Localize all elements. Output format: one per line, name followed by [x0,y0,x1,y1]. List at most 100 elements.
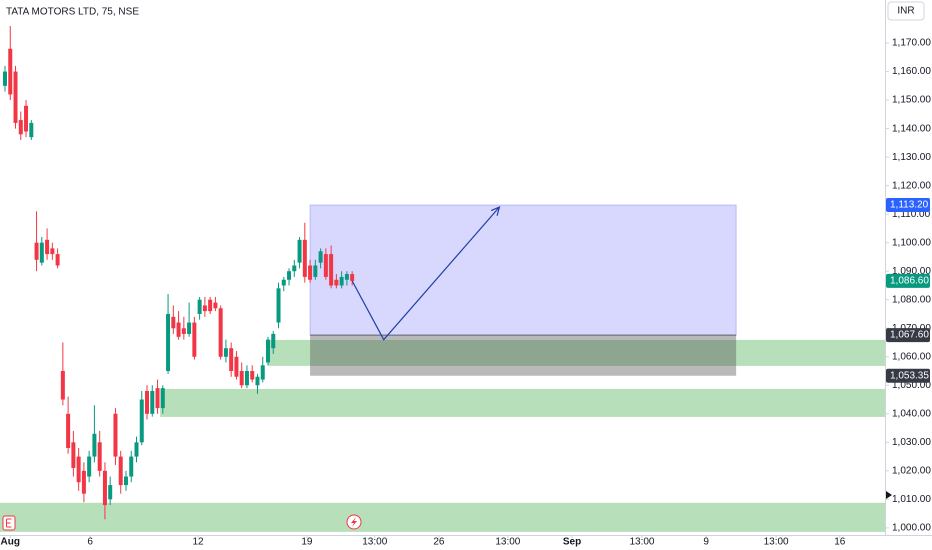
price-label-bg [886,368,930,383]
candle-body [318,251,323,263]
candle-body [292,265,297,272]
y-tick-label: 1,050.00 [892,380,931,391]
x-tick-label: 12 [192,537,204,548]
y-tick-label: 1,010.00 [892,494,931,505]
currency-button[interactable] [887,1,925,21]
candle-body [76,456,81,483]
candle-body [208,299,213,312]
candle-body [239,371,244,386]
candle-body [265,339,270,363]
candle-body [287,271,292,280]
candle-body [108,485,113,500]
candle-body [218,308,223,357]
candle-body [87,456,92,477]
candle-body [50,248,55,255]
candle-body [102,470,107,506]
candle-body [155,388,160,409]
candle-body [8,48,13,95]
price-label-bg [886,328,930,343]
candle-body [34,242,39,260]
y-tick-label: 1,150.00 [892,95,931,106]
x-tick-label: 13:00 [495,537,520,548]
support-zone [160,388,885,417]
candle-body [192,322,197,357]
y-tick-label: 1,130.00 [892,152,931,163]
y-tick-label: 1,060.00 [892,351,931,362]
candle-body [113,413,118,457]
candle-body [271,333,276,349]
x-tick-label: Aug [1,537,20,548]
candle-body [134,442,139,457]
x-tick-label: 6 [87,537,93,548]
x-tick-label: 19 [301,537,313,548]
candle-body [171,316,176,329]
candle-body [81,470,86,494]
candle-body [260,365,265,380]
candle-body [123,476,128,486]
candle-body [181,328,186,334]
candle-body [350,274,355,281]
candle-body [118,456,123,486]
candle-body [18,120,23,135]
candle-body [281,279,286,286]
candle-body [71,442,76,468]
candle-body [344,274,349,280]
stop-area [310,335,737,376]
candle-body [329,254,334,286]
candle-body [302,239,307,277]
candle-body [139,399,144,443]
candle-body [297,239,302,263]
candle-body [66,413,71,449]
x-tick-label: 13:00 [764,537,789,548]
x-tick-label: 13:00 [629,537,654,548]
price-label-bg [886,198,930,213]
candle-body [187,322,192,334]
candle-body [60,371,65,400]
candle-body [255,376,260,386]
support-zone [267,339,885,366]
y-tick-label: 1,110.00 [892,209,931,220]
candle-body [223,348,228,357]
candle-body [45,239,50,255]
y-tick-label: 1,020.00 [892,465,931,476]
candle-body [92,433,97,457]
candle-body [160,388,165,409]
candle-body [339,276,344,286]
event-glyph [351,517,357,527]
price-label: 1,067.60 [890,330,929,341]
candle-body [276,288,281,323]
price-label: 1,113.20 [890,200,929,211]
y-tick-label: 1,100.00 [892,237,931,248]
y-tick-label: 1,000.00 [892,523,931,534]
candle-body [24,105,29,132]
y-tick-label: 1,040.00 [892,408,931,419]
y-tick-label: 1,140.00 [892,123,931,134]
candle-body [334,279,339,286]
candle-body [145,390,150,414]
y-tick-label: 1,170.00 [892,38,931,49]
candle-body [234,356,239,377]
earnings-glyph [6,518,12,528]
target-area [309,204,737,336]
y-tick-label: 1,090.00 [892,266,931,277]
candle-body [176,322,181,337]
currency[interactable]: INR [897,6,914,17]
x-tick-label: 26 [433,537,445,548]
candle-body [55,254,60,266]
chart-title: TATA MOTORS LTD, 75, NSE [6,7,139,18]
candle-body [197,299,202,314]
candle-body [313,265,318,277]
candle-body [129,456,134,477]
candle-body [97,442,102,471]
candle-body [39,242,44,263]
candle-body [250,371,255,380]
candle-body [150,390,155,414]
candle-body [323,254,328,277]
candle-body [2,71,7,86]
price-label: 1,053.35 [890,370,929,381]
candle-body [202,305,207,312]
support-zone [0,502,885,532]
scroll-marker [886,491,892,499]
